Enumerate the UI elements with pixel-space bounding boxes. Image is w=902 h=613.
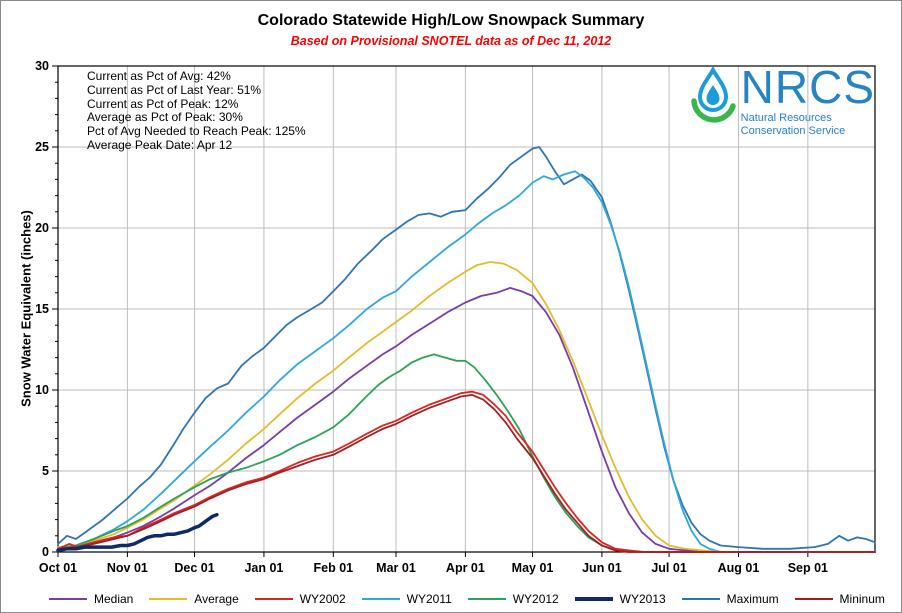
nrcs-acronym: NRCS (740, 61, 875, 113)
x-tick-label: Oct 01 (39, 561, 77, 575)
legend-item-wy2012: WY2012 (467, 592, 559, 606)
series-line-median (57, 287, 876, 553)
y-tick-label: 15 (35, 302, 49, 316)
x-tick-label: Feb 01 (314, 561, 354, 575)
y-tick-label: 20 (35, 221, 49, 235)
stat-pct-needed-peak: Pct of Avg Needed to Reach Peak: 125% (87, 124, 306, 139)
legend-item-wy2011: WY2011 (361, 592, 452, 606)
y-axis-title: Snow Water Equivalent (inches) (18, 210, 34, 407)
y-tick-label: 10 (35, 383, 49, 397)
legend-swatch-wy2011 (361, 597, 400, 601)
legend-swatch-wy2002 (254, 597, 293, 601)
legend-label-wy2011: WY2011 (406, 592, 452, 606)
x-tick-label: Mar 01 (376, 561, 416, 575)
legend-swatch-wy2013 (574, 597, 613, 601)
legend-item-wy2013: WY2013 (574, 592, 666, 606)
series-line-wy2013 (56, 512, 219, 553)
legend-swatch-minimum (794, 597, 833, 601)
series-line-wy2012 (57, 353, 876, 553)
x-tick-label: Jul 01 (651, 561, 686, 575)
y-tick-label: 30 (35, 59, 49, 73)
legend-item-maximum: Maximum (681, 592, 779, 606)
stat-average-pct-peak: Average as Pct of Peak: 30% (87, 110, 243, 125)
legend-label-wy2013: WY2013 (619, 592, 666, 606)
stat-current-pct-lastyear: Current as Pct of Last Year: 51% (87, 82, 262, 97)
series-line-wy2011 (57, 170, 876, 553)
legend-label-maximum: Maximum (726, 592, 779, 606)
x-tick-label: Nov 01 (107, 561, 148, 575)
stat-current-pct-avg: Current as Pct of Avg: 42% (87, 69, 231, 83)
legend-label-median: Median (94, 592, 134, 606)
legend-swatch-maximum (681, 597, 720, 601)
legend-swatch-wy2012 (467, 597, 506, 601)
x-tick-label: Dec 01 (174, 561, 214, 575)
stat-current-pct-peak: Current as Pct of Peak: 12% (87, 96, 239, 111)
legend-item-median: Median (49, 592, 133, 606)
y-tick-label: 5 (42, 464, 49, 478)
nrcs-subtitle-line1: Natural Resources (740, 112, 832, 124)
stats-box: Current as Pct of Avg: 42% Current as Pc… (87, 69, 306, 153)
legend-item-wy2002: WY2002 (254, 592, 346, 606)
legend-item-average: Average (149, 592, 239, 606)
legend-label-wy2012: WY2012 (512, 592, 559, 606)
legend-swatch-median (49, 597, 87, 601)
x-tick-label: Sep 01 (788, 561, 828, 575)
nrcs-logo: NRCS Natural Resources Conservation Serv… (689, 61, 875, 138)
legend-swatch-average (149, 597, 188, 601)
series-line-average (57, 261, 876, 553)
nrcs-drop-icon (690, 67, 736, 123)
x-tick-label: Aug 01 (718, 561, 760, 575)
chart-legend: Median Average WY2002 WY2011 WY2012 WY20… (49, 592, 885, 606)
stat-average-peak-date: Average Peak Date: Apr 12 (87, 137, 233, 152)
nrcs-subtitle-line2: Conservation Service (740, 125, 846, 137)
y-tick-label: 25 (35, 140, 49, 154)
x-tick-label: Jan 01 (244, 561, 283, 575)
legend-label-wy2002: WY2002 (299, 592, 346, 606)
chart-subtitle: Based on Provisional SNOTEL data as of D… (290, 34, 612, 48)
legend-label-average: Average (194, 592, 239, 606)
x-tick-label: May 01 (512, 561, 554, 575)
series-line-maximum (57, 146, 876, 550)
legend-item-minimum: Mininum (794, 592, 885, 606)
chart-title: Colorado Statewide High/Low Snowpack Sum… (257, 12, 645, 29)
series-line-wy2002 (57, 390, 876, 553)
y-tick-label: 0 (42, 545, 49, 559)
legend-label-minimum: Mininum (839, 592, 885, 606)
x-tick-label: Jun 01 (582, 561, 622, 575)
series-line-mininum (57, 394, 876, 553)
x-tick-label: Apr 01 (446, 561, 485, 575)
